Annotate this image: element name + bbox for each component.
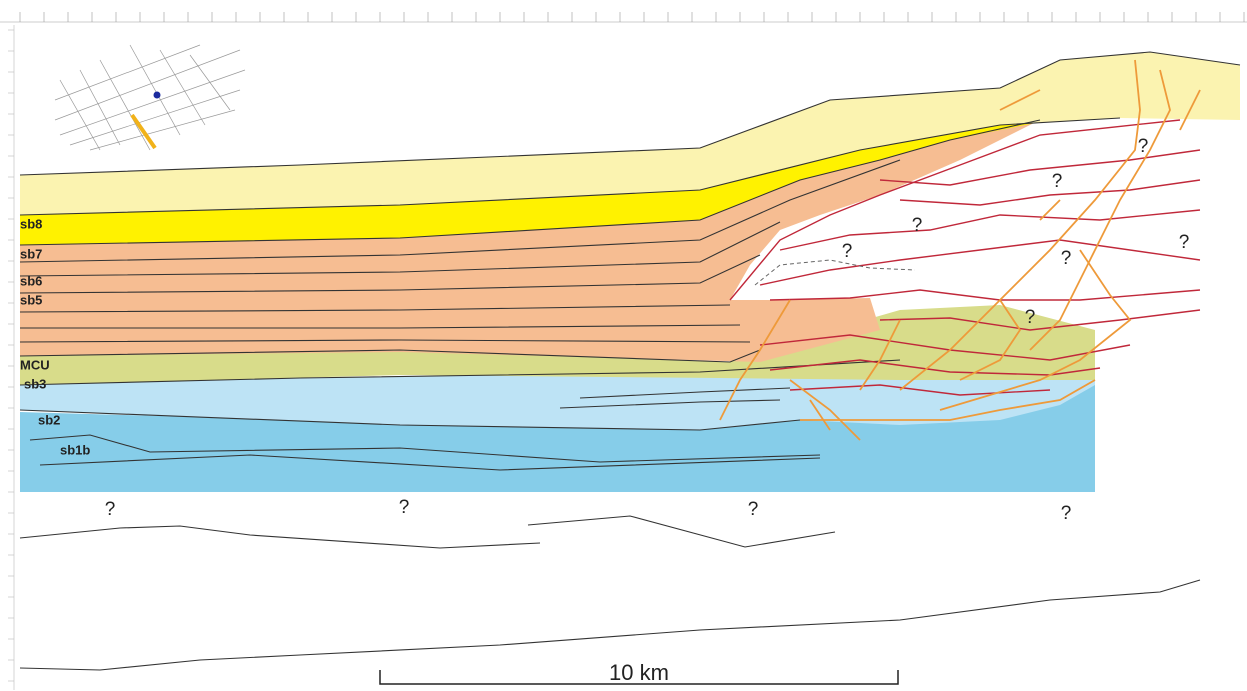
deep-horizon — [20, 580, 1200, 670]
horizon-label: sb5 — [20, 292, 42, 307]
map-grid — [60, 70, 245, 135]
question-mark: ? — [912, 215, 923, 236]
question-mark: ? — [842, 241, 853, 262]
question-mark: ? — [748, 499, 759, 520]
question-mark: ? — [1061, 503, 1072, 524]
header-ticks — [0, 12, 1247, 22]
map-grid — [70, 90, 240, 145]
horizon-label: sb8 — [20, 216, 42, 231]
question-mark: ? — [1052, 171, 1063, 192]
horizon-label: sb3 — [24, 376, 46, 391]
inset-map — [55, 45, 245, 150]
horizon-label: sb7 — [20, 246, 42, 261]
question-mark: ? — [399, 497, 410, 518]
question-mark: ? — [1138, 136, 1149, 157]
map-grid — [55, 45, 200, 100]
fault — [900, 180, 1200, 205]
question-mark: ? — [1179, 232, 1190, 253]
deep-horizon — [528, 516, 835, 547]
horizon-label: sb2 — [38, 412, 60, 427]
horizon-label: sb6 — [20, 273, 42, 288]
fault — [760, 240, 1200, 285]
horizon-label: sb1b — [60, 442, 90, 457]
left-ruler — [8, 25, 14, 690]
fault — [770, 290, 1200, 300]
well — [154, 92, 161, 99]
horizon-label: MCU — [20, 357, 50, 372]
question-mark: ? — [1025, 307, 1036, 328]
question-mark: ? — [1061, 248, 1072, 269]
section-trace — [132, 115, 155, 148]
deep-horizon — [20, 526, 540, 548]
map-grid — [80, 70, 120, 145]
deep-lines — [20, 516, 1200, 670]
question-mark: ? — [105, 499, 116, 520]
cross-section: sb8 sb7 sb6 sb5 MCU sb3 sb2 sb1b ? ? ? ?… — [0, 0, 1247, 691]
scale-label: 10 km — [609, 660, 669, 685]
